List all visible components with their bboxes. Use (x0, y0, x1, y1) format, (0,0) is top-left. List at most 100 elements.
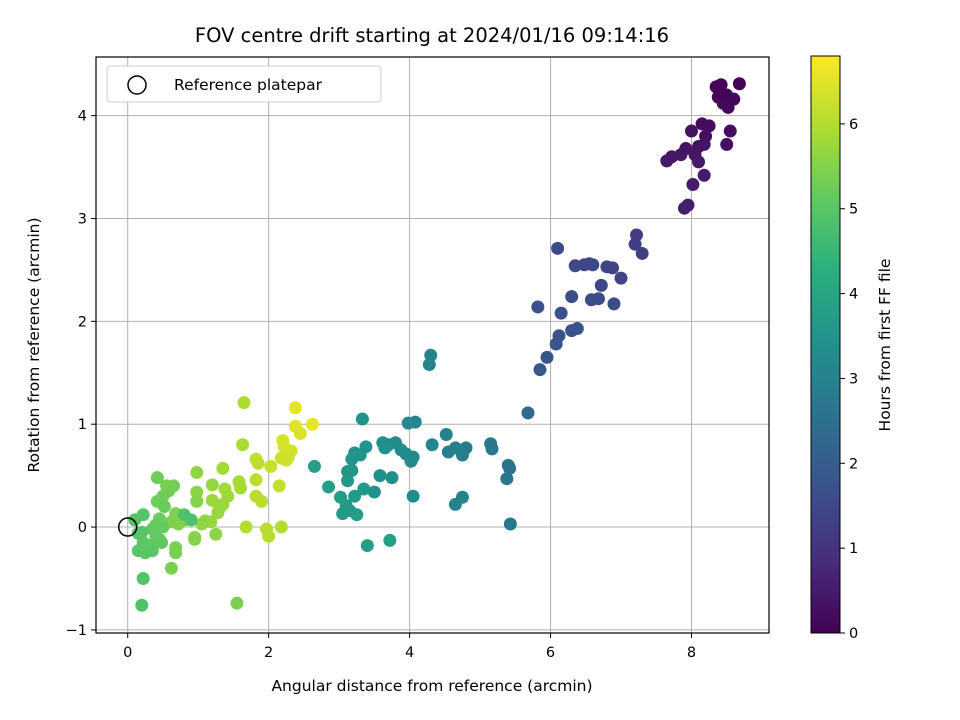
y-axis-ticks: −1 0 1 2 3 4 (66, 109, 96, 639)
data-point (594, 278, 608, 292)
data-point (230, 596, 244, 610)
data-point (131, 544, 145, 558)
data-point (190, 466, 204, 480)
x-tick-label: 0 (123, 645, 132, 661)
data-point (686, 178, 700, 192)
data-point (184, 513, 198, 527)
colorbar-tick-label: 6 (849, 117, 858, 133)
x-axis-label: Angular distance from reference (arcmin) (271, 677, 592, 695)
data-point (190, 494, 204, 508)
data-point (614, 271, 628, 285)
data-point (721, 100, 735, 114)
data-point (155, 535, 169, 549)
x-axis-ticks: 0 2 4 6 8 (123, 633, 696, 661)
colorbar-tick-label: 5 (849, 202, 858, 218)
x-tick-label: 2 (264, 645, 273, 661)
data-point (367, 485, 381, 499)
data-point (732, 77, 746, 91)
legend-reference-marker (127, 75, 147, 95)
data-point (591, 292, 605, 306)
data-point (307, 459, 321, 473)
data-point (251, 456, 265, 470)
legend-entry-reference: Reference platepar (174, 76, 323, 94)
data-point (500, 472, 514, 486)
data-point (373, 469, 387, 483)
data-point (255, 494, 269, 508)
data-point (360, 539, 374, 553)
data-point (697, 168, 711, 182)
data-point (341, 474, 355, 488)
data-point (385, 471, 399, 485)
data-point (441, 445, 455, 459)
y-tick-label: 4 (78, 109, 87, 125)
y-axis-label: Rotation from reference (arcmin) (25, 217, 43, 472)
data-point (713, 84, 727, 98)
colorbar-ticks: 0 1 2 3 4 5 6 (840, 117, 858, 642)
data-point (239, 520, 253, 534)
data-point (521, 406, 535, 420)
data-point (164, 561, 178, 575)
data-point (606, 261, 620, 275)
data-point (135, 598, 149, 612)
data-point (554, 306, 568, 320)
data-point (288, 401, 302, 415)
data-point (401, 416, 415, 430)
colorbar-tick-label: 2 (849, 456, 858, 472)
data-point (607, 297, 621, 311)
x-tick-label: 6 (546, 645, 555, 661)
data-point (549, 337, 563, 351)
data-point (378, 441, 392, 455)
legend: Reference platepar (106, 65, 382, 103)
data-point (533, 363, 547, 377)
data-point (334, 490, 348, 504)
data-point (503, 517, 517, 531)
data-point (272, 479, 286, 493)
data-point (350, 508, 364, 522)
data-point (157, 499, 171, 513)
data-point (422, 358, 436, 372)
data-point (570, 322, 584, 336)
data-point (684, 124, 698, 138)
data-point (322, 480, 336, 494)
data-point (211, 506, 225, 520)
data-point (293, 426, 307, 440)
data-point (274, 520, 288, 534)
reference-platepar-marker (117, 517, 138, 537)
data-point (345, 452, 359, 466)
data-point (156, 520, 170, 534)
colorbar-tick-label: 1 (849, 541, 858, 557)
data-point (723, 124, 737, 138)
data-point (341, 465, 355, 479)
colorbar-tick-label: 0 (849, 626, 858, 642)
data-point (720, 137, 734, 151)
data-point (305, 417, 319, 431)
data-point (677, 201, 691, 215)
data-point (383, 533, 397, 547)
colorbar: 0 1 2 3 4 5 6 Hours from first FF file (810, 55, 894, 642)
data-point (406, 489, 420, 503)
data-point (150, 471, 164, 485)
data-point (425, 438, 439, 452)
data-point (485, 442, 499, 456)
data-point (249, 473, 263, 487)
data-point (135, 525, 149, 539)
y-tick-label: 3 (78, 211, 87, 227)
data-point (540, 350, 554, 364)
data-point (205, 493, 219, 507)
colorbar-tick-label: 3 (849, 371, 858, 387)
data-point (660, 154, 674, 168)
data-points (128, 77, 746, 612)
data-point (190, 485, 204, 499)
data-point (274, 451, 288, 465)
data-point (169, 546, 183, 560)
data-point (501, 458, 515, 472)
y-tick-label: 2 (78, 314, 87, 330)
data-point (439, 427, 453, 441)
data-point (531, 300, 545, 314)
data-point (355, 412, 369, 426)
data-point (348, 489, 362, 503)
data-point (628, 237, 642, 251)
data-point (233, 481, 247, 495)
chart-title: FOV centre drift starting at 2024/01/16 … (195, 24, 669, 47)
